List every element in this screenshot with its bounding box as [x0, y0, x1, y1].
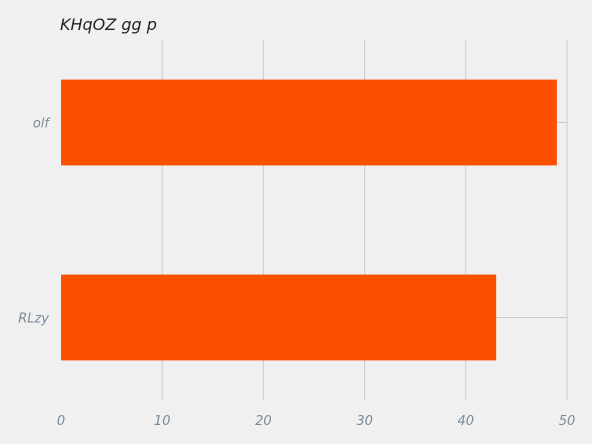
- x-tick-label: 50: [559, 414, 576, 429]
- x-axis-labels: 0 10 20 30 40 50: [57, 414, 575, 429]
- x-tick-label: 10: [154, 414, 171, 429]
- y-axis-labels: olf RLzy: [18, 117, 51, 327]
- x-tick-label: 20: [255, 414, 272, 429]
- bars: [61, 79, 557, 361]
- x-tick-label: 30: [356, 414, 373, 429]
- y-tick-label: RLzy: [18, 312, 49, 327]
- x-tick-label: 40: [458, 414, 475, 429]
- bar-olf: [61, 79, 557, 166]
- chart-title: KHqOZ gg p: [60, 15, 157, 34]
- y-tick-label: olf: [33, 117, 52, 132]
- x-tick-label: 0: [57, 414, 65, 429]
- bar-RLzy: [61, 274, 497, 361]
